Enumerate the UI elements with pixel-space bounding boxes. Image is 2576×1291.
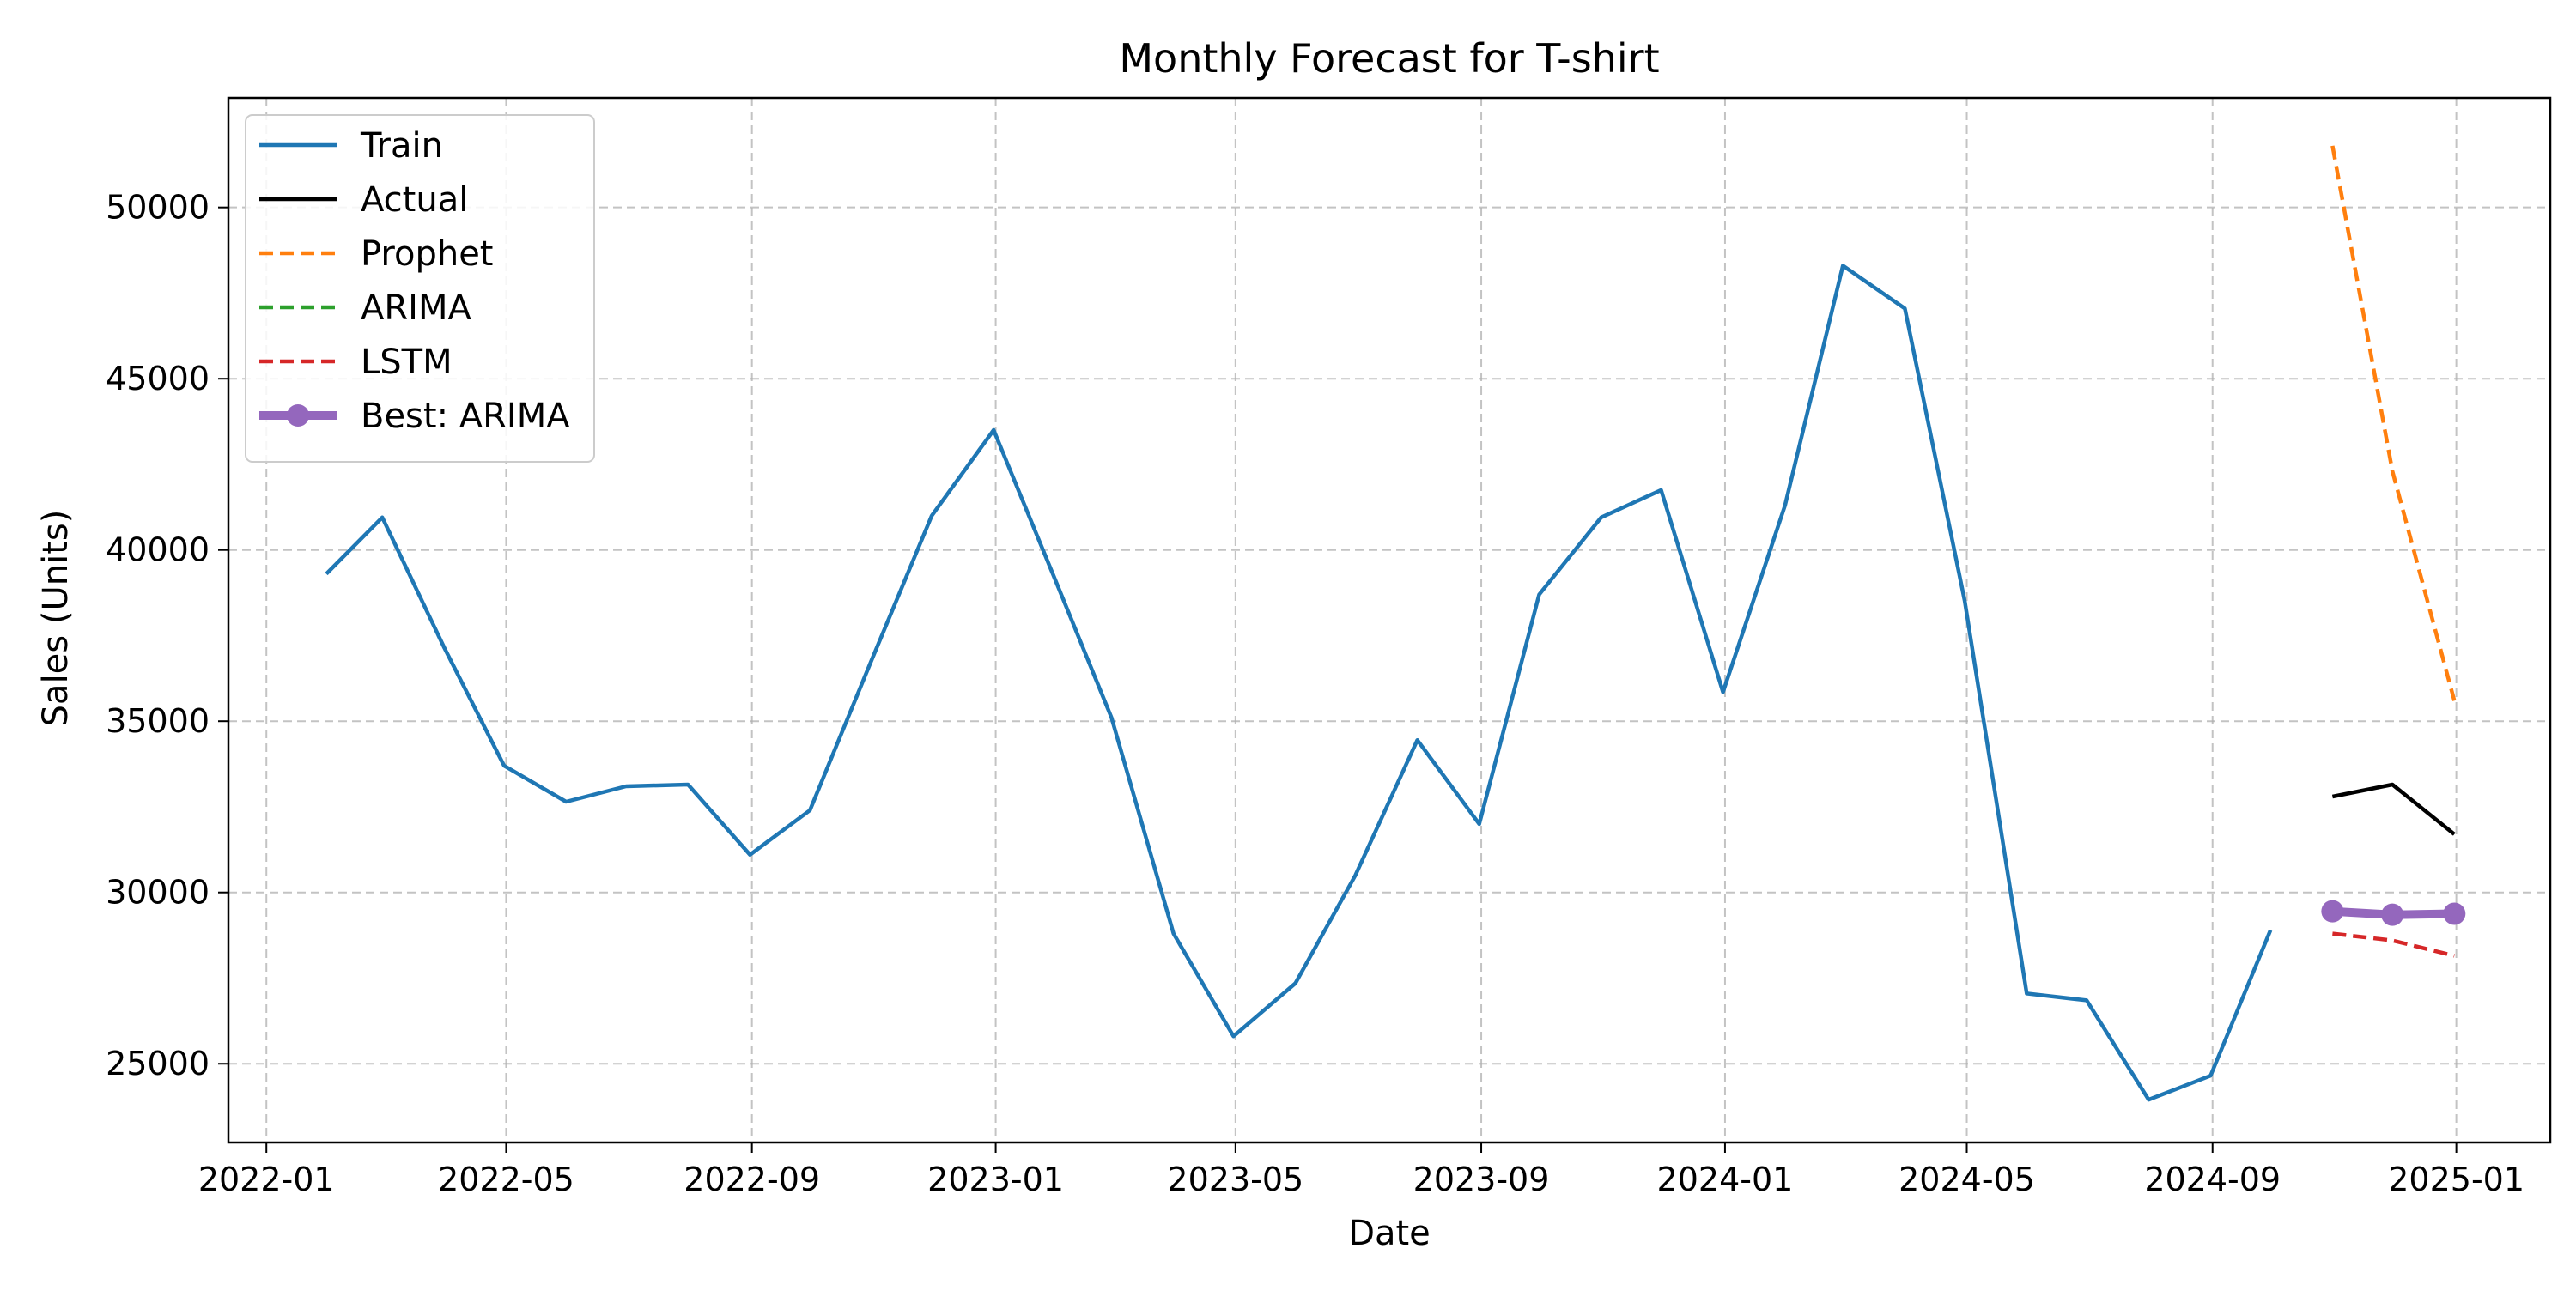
series-line-prophet [2330, 145, 2457, 701]
x-tick-label: 2025-01 [2388, 1161, 2524, 1198]
plot-frame [227, 96, 2552, 1144]
grid [228, 98, 2550, 1143]
legend: Train Actual Prophet ARIMA LSTM Best: ARIMA [245, 114, 595, 463]
x-tick-label: 2023-01 [927, 1161, 1064, 1198]
legend-item-train: Train [259, 126, 443, 166]
legend-item-arima: ARIMA [259, 288, 471, 328]
series-prophet [2330, 145, 2457, 701]
y-tick-label: 25000 [106, 1045, 210, 1082]
x-tick-label: 2022-09 [683, 1161, 820, 1198]
series-best-arima [2321, 900, 2466, 926]
legend-label: Best: ARIMA [361, 397, 570, 436]
legend-item-actual: Actual [259, 180, 468, 220]
y-tick-label: 40000 [106, 531, 210, 569]
legend-item-best-arima: Best: ARIMA [259, 397, 570, 436]
series-train [325, 264, 2273, 1102]
y-axis-label: Sales (Units) [36, 510, 76, 727]
axes: 2022-01 2022-05 2022-09 2023-01 2023-05 2023-… [106, 96, 2552, 1198]
x-tick-label: 2024-05 [1899, 1161, 2035, 1198]
legend-item-prophet: Prophet [259, 234, 494, 274]
legend-label: Actual [361, 180, 468, 220]
series-line-actual [2331, 782, 2456, 836]
series-line-lstm [2332, 931, 2455, 958]
legend-marker [287, 404, 309, 427]
data-point-best-arima [2381, 903, 2404, 926]
series-line-train [325, 264, 2273, 1102]
series-actual [2331, 782, 2456, 836]
legend-label: ARIMA [361, 288, 471, 328]
legend-label: Train [360, 126, 443, 166]
x-tick-label: 2023-09 [1413, 1161, 1550, 1198]
y-tick-label: 30000 [106, 874, 210, 912]
x-tick-label: 2022-05 [438, 1161, 574, 1198]
data-point-best-arima [2443, 902, 2466, 925]
data-point-best-arima [2321, 900, 2344, 923]
x-axis-label: Date [1348, 1214, 1431, 1253]
legend-box [245, 114, 595, 463]
legend-item-lstm: LSTM [259, 342, 453, 382]
series-lstm [2332, 931, 2455, 958]
y-tick-label: 50000 [106, 189, 210, 227]
x-tick-label: 2023-05 [1167, 1161, 1303, 1198]
chart-title: Monthly Forecast for T-shirt [1119, 35, 1659, 82]
series-group [325, 145, 2466, 1102]
legend-label: Prophet [361, 234, 494, 274]
y-tick-label: 35000 [106, 702, 210, 740]
x-tick-label: 2024-01 [1657, 1161, 1794, 1198]
y-tick-label: 45000 [106, 360, 210, 397]
x-tick-label: 2022-01 [198, 1161, 335, 1198]
x-tick-label: 2024-09 [2144, 1161, 2281, 1198]
legend-label: LSTM [361, 342, 453, 382]
